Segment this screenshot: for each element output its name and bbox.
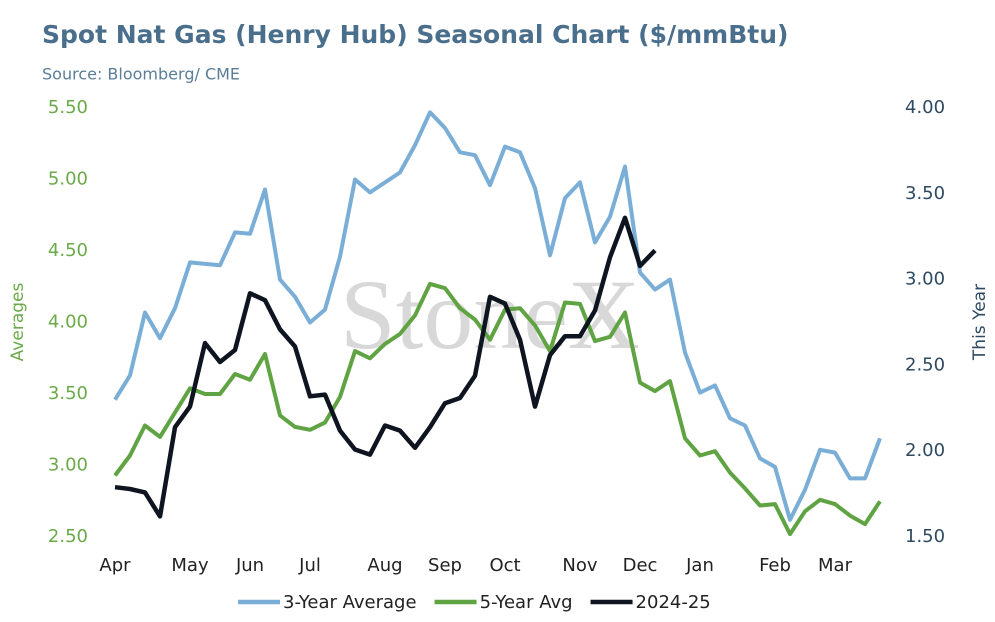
y2-tick-label: 2.00 — [905, 440, 945, 461]
y-tick-label: 5.00 — [48, 169, 88, 190]
y2-tick-label: 2.50 — [905, 354, 945, 375]
chart-title: Spot Nat Gas (Henry Hub) Seasonal Chart … — [42, 20, 788, 49]
x-tick-label: Mar — [818, 555, 853, 576]
x-tick-label: Jul — [298, 555, 321, 576]
watermark: StoneX — [340, 259, 640, 370]
x-tick-label: Sep — [428, 555, 462, 576]
y-tick-label: 5.50 — [48, 97, 88, 118]
series-line — [114, 215, 657, 519]
series-line — [113, 281, 882, 537]
x-tick-label: Aug — [367, 555, 402, 576]
y-tick-label: 3.50 — [48, 383, 88, 404]
series-line — [113, 110, 882, 522]
x-tick-label: Nov — [562, 555, 597, 576]
legend-label: 5-Year Avg — [480, 592, 573, 613]
x-tick-label: Feb — [759, 555, 791, 576]
y-tick-label: 4.00 — [48, 312, 88, 333]
y-tick-label: 3.00 — [48, 455, 88, 476]
x-tick-label: Oct — [489, 555, 520, 576]
x-tick-label: Jun — [235, 555, 264, 576]
legend-label: 2024-25 — [636, 592, 711, 613]
x-tick-label: Dec — [623, 555, 658, 576]
y2-tick-label: 3.50 — [905, 183, 945, 204]
x-tick-label: Jan — [685, 555, 714, 576]
y2-tick-label: 1.50 — [905, 526, 945, 547]
y2-tick-label: 4.00 — [905, 97, 945, 118]
y-tick-label: 2.50 — [48, 526, 88, 547]
x-tick-label: May — [171, 555, 209, 576]
y-axis-label: Averages — [8, 283, 28, 362]
x-tick-label: Apr — [99, 555, 131, 576]
y-tick-label: 4.50 — [48, 240, 88, 261]
legend-label: 3-Year Average — [283, 592, 417, 613]
y2-axis-label: This Year — [970, 284, 990, 361]
y2-tick-label: 3.00 — [905, 269, 945, 290]
chart-subtitle: Source: Bloomberg/ CME — [42, 65, 240, 84]
